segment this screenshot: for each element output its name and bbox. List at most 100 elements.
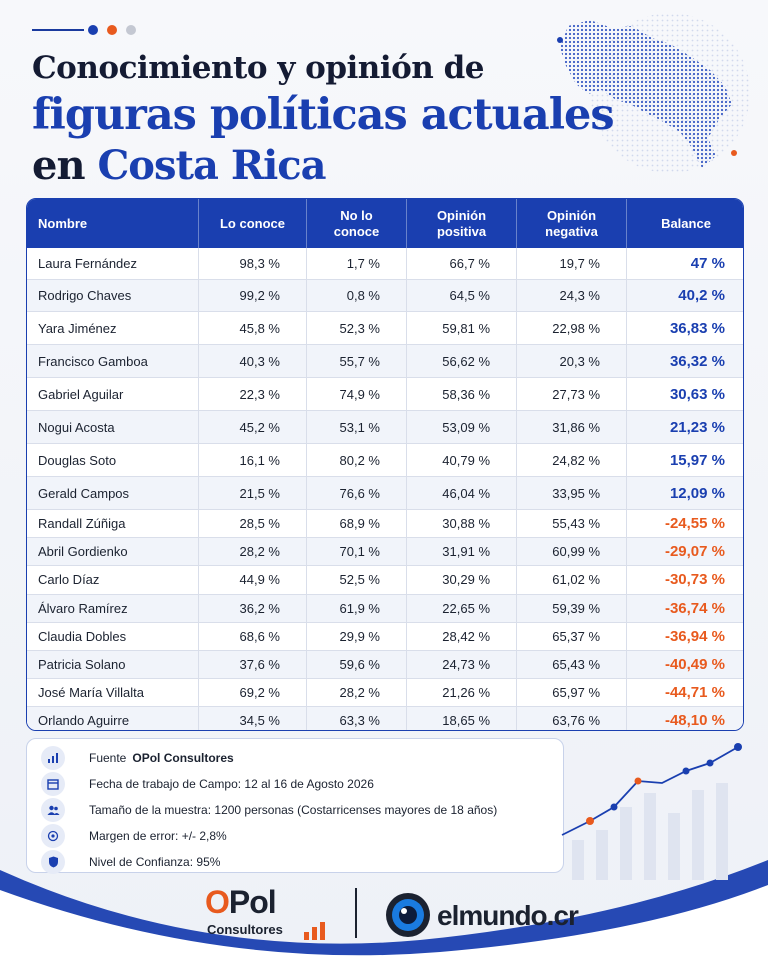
cell-opinion-negativa: 33,95 % xyxy=(517,477,627,509)
cell-opinion-negativa: 65,43 % xyxy=(517,650,627,679)
table-header: Nombre Lo conoce No lo conoce Opinión posi… xyxy=(27,199,743,248)
header-no-lo-conoce: No lo conoce xyxy=(307,199,407,248)
cell-name: Abril Gordienko xyxy=(27,538,199,566)
cell-balance: 36,32 % xyxy=(669,352,725,370)
info-margen-text: Margen de error: +/- 2,8% xyxy=(89,829,227,843)
cell-lo-conoce: 36,2 % xyxy=(199,594,307,622)
cell-opinion-negativa: 65,97 % xyxy=(517,679,627,707)
cell-balance: -40,49 % xyxy=(664,656,725,674)
cell-opinion-negativa: 22,98 % xyxy=(517,312,627,344)
info-fecha: Fecha de trabajo de Campo: 12 al 16 de A… xyxy=(41,771,374,797)
cell-no-lo-conoce: 53,1 % xyxy=(307,411,407,443)
table-row: Rodrigo Chaves 99,2 % 0,8 % 64,5 % 24,3 % 40,… xyxy=(27,280,743,312)
calendar-icon xyxy=(41,772,65,796)
decorative-wave xyxy=(0,860,768,960)
title-prefix: en xyxy=(32,142,86,189)
table-row: Laura Fernández 98,3 % 1,7 % 66,7 % 19,7 % 47… xyxy=(27,248,743,280)
logo-divider xyxy=(355,888,357,938)
header-opinion-positiva: Opinión positiva xyxy=(407,199,517,248)
cell-no-lo-conoce: 59,6 % xyxy=(307,650,407,679)
table-row: Claudia Dobles 68,6 % 29,9 % 28,42 % 65,37 %… xyxy=(27,622,743,651)
decorative-dot xyxy=(88,25,98,35)
cell-opinion-positiva: 31,91 % xyxy=(407,538,517,566)
table-body: Laura Fernández 98,3 % 1,7 % 66,7 % 19,7 % 47… xyxy=(27,248,743,730)
decorative-growth-chart xyxy=(561,743,742,880)
cell-name: Orlando Aguirre xyxy=(27,707,199,730)
cell-lo-conoce: 40,3 % xyxy=(199,345,307,377)
table-row: Gabriel Aguilar 22,3 % 74,9 % 58,36 % 27,73 … xyxy=(27,378,743,411)
header-line: No lo xyxy=(340,207,373,223)
cell-name: Patricia Solano xyxy=(27,650,199,679)
header-lo-conoce: Lo conoce xyxy=(199,199,307,248)
cell-opinion-positiva: 59,81 % xyxy=(407,312,517,344)
info-confianza: Nivel de Confianza: 95% xyxy=(41,849,220,875)
cell-opinion-positiva: 28,42 % xyxy=(407,622,517,650)
cell-no-lo-conoce: 76,6 % xyxy=(307,477,407,509)
info-muestra-text: Tamaño de la muestra: 1200 personas (Cos… xyxy=(89,803,498,817)
cell-no-lo-conoce: 80,2 % xyxy=(307,444,407,476)
cell-no-lo-conoce: 70,1 % xyxy=(307,538,407,566)
cell-opinion-positiva: 22,65 % xyxy=(407,594,517,622)
cell-lo-conoce: 45,8 % xyxy=(199,312,307,344)
cell-name: Carlo Díaz xyxy=(27,566,199,594)
table-row: Nogui Acosta 45,2 % 53,1 % 53,09 % 31,86 % 21… xyxy=(27,411,743,444)
header-line: positiva xyxy=(436,223,487,239)
elmundo-logo-text: elmundo.cr xyxy=(437,900,579,931)
cell-opinion-positiva: 56,62 % xyxy=(407,345,517,377)
cell-balance: -44,71 % xyxy=(664,684,725,702)
cell-no-lo-conoce: 55,7 % xyxy=(307,345,407,377)
cell-opinion-negativa: 55,43 % xyxy=(517,510,627,538)
costa-rica-map-illustration xyxy=(557,13,750,173)
cell-lo-conoce: 22,3 % xyxy=(199,378,307,410)
cell-opinion-negativa: 27,73 % xyxy=(517,378,627,410)
elmundo-logo: elmundo.cr xyxy=(385,888,579,943)
cell-lo-conoce: 21,5 % xyxy=(199,477,307,509)
info-muestra: Tamaño de la muestra: 1200 personas (Cos… xyxy=(41,797,497,823)
info-fuente-value: OPol Consultores xyxy=(132,751,234,765)
decorative-dot xyxy=(126,25,136,35)
bar-chart-icon xyxy=(41,746,65,770)
cell-opinion-negativa: 31,86 % xyxy=(517,411,627,443)
cell-opinion-positiva: 18,65 % xyxy=(407,707,517,730)
cell-lo-conoce: 37,6 % xyxy=(199,650,307,679)
cell-no-lo-conoce: 29,9 % xyxy=(307,622,407,650)
cell-opinion-positiva: 58,36 % xyxy=(407,378,517,410)
cell-lo-conoce: 98,3 % xyxy=(199,248,307,279)
info-confianza-text: Nivel de Confianza: 95% xyxy=(89,855,221,869)
cell-balance: 12,09 % xyxy=(669,484,725,502)
people-icon xyxy=(41,798,65,822)
cell-no-lo-conoce: 52,3 % xyxy=(307,312,407,344)
header-balance: Balance xyxy=(661,215,711,231)
cell-balance: 36,83 % xyxy=(669,319,725,337)
cell-lo-conoce: 28,2 % xyxy=(199,538,307,566)
cell-no-lo-conoce: 74,9 % xyxy=(307,378,407,410)
opol-logo-pol: Pol xyxy=(228,884,277,920)
opol-logo-o: O xyxy=(205,884,230,920)
cell-lo-conoce: 16,1 % xyxy=(199,444,307,476)
title-line-2: figuras políticas actuales xyxy=(32,90,615,140)
cell-no-lo-conoce: 1,7 % xyxy=(307,248,407,279)
title-line-3: en Costa Rica xyxy=(32,142,327,189)
info-fecha-text: Fecha de trabajo de Campo: 12 al 16 de A… xyxy=(89,777,374,791)
cell-balance: 30,63 % xyxy=(669,385,725,403)
opol-logo-subtitle: Consultores xyxy=(207,922,283,937)
cell-opinion-positiva: 30,29 % xyxy=(407,566,517,594)
info-fuente: Fuente OPol Consultores xyxy=(41,745,234,771)
cell-opinion-positiva: 21,26 % xyxy=(407,679,517,707)
cell-name: Randall Zúñiga xyxy=(27,510,199,538)
table-row: José María Villalta 69,2 % 28,2 % 21,26 % 65… xyxy=(27,679,743,708)
opol-logo-text: OPol xyxy=(205,884,277,921)
cell-name: Douglas Soto xyxy=(27,444,199,476)
opol-logo: OPol Consultores xyxy=(205,884,330,944)
cell-lo-conoce: 68,6 % xyxy=(199,622,307,650)
cell-name: Nogui Acosta xyxy=(27,411,199,443)
cell-balance: -29,07 % xyxy=(664,543,725,561)
cell-opinion-negativa: 24,3 % xyxy=(517,280,627,311)
header-line: conoce xyxy=(333,223,380,239)
shield-icon xyxy=(41,850,65,874)
cell-opinion-negativa: 65,37 % xyxy=(517,622,627,650)
decorative-line xyxy=(32,29,84,31)
cell-balance: -48,10 % xyxy=(664,712,725,730)
cell-opinion-positiva: 24,73 % xyxy=(407,650,517,679)
cell-lo-conoce: 34,5 % xyxy=(199,707,307,730)
